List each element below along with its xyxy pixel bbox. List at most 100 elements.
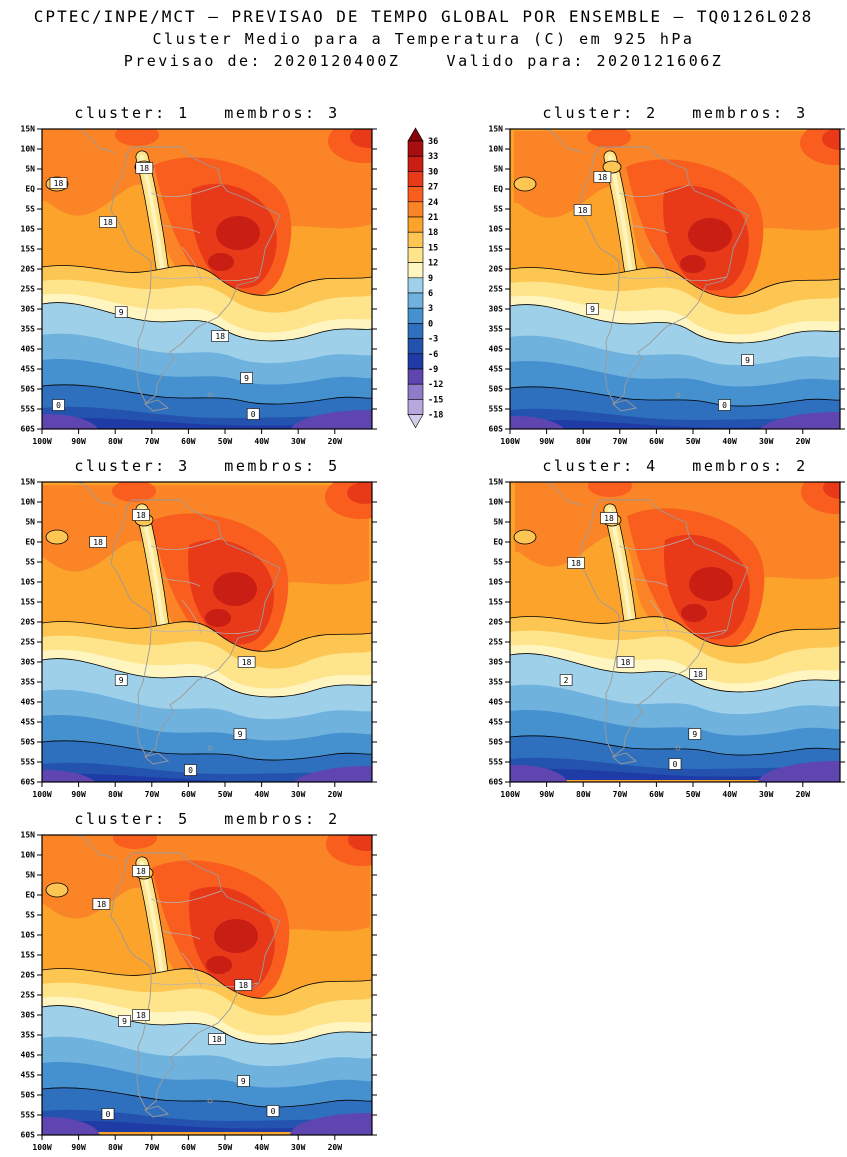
svg-text:45S: 45S (21, 1071, 36, 1080)
svg-text:-12: -12 (428, 380, 443, 390)
svg-text:25S: 25S (21, 638, 36, 647)
svg-text:0: 0 (428, 319, 433, 329)
svg-text:35S: 35S (489, 678, 504, 687)
svg-text:15S: 15S (21, 598, 36, 607)
svg-text:9: 9 (241, 1077, 246, 1086)
panel-row-3: cluster: 5 membros: 2 18 18 18 18 18 9 9 0 0 15N 1… (6, 810, 847, 1153)
svg-text:80W: 80W (576, 437, 591, 446)
svg-text:90W: 90W (71, 1143, 86, 1152)
svg-text:30S: 30S (21, 305, 36, 314)
svg-text:20S: 20S (21, 265, 36, 274)
svg-text:-3: -3 (428, 335, 438, 345)
svg-text:-18: -18 (428, 411, 443, 421)
svg-text:40S: 40S (21, 1051, 36, 1060)
svg-text:0: 0 (722, 401, 727, 410)
svg-text:EQ: EQ (25, 538, 35, 547)
temperature-map-cluster-4: 18 18 18 18 2 9 0 15N 10N 5N EQ 5S 10S 15S 20S 25S 30S 35… (489, 478, 845, 799)
svg-text:55S: 55S (21, 758, 36, 767)
svg-text:50W: 50W (686, 790, 701, 799)
panel-title-cluster-5: cluster: 5 membros: 2 (74, 810, 340, 828)
svg-text:0: 0 (251, 410, 256, 419)
svg-text:5N: 5N (25, 871, 35, 880)
svg-text:EQ: EQ (493, 185, 503, 194)
svg-text:70W: 70W (145, 437, 160, 446)
svg-text:18: 18 (693, 670, 703, 679)
svg-text:60W: 60W (181, 790, 196, 799)
svg-text:20S: 20S (489, 618, 504, 627)
svg-text:0: 0 (271, 1107, 276, 1116)
svg-text:70W: 70W (613, 437, 628, 446)
svg-text:15N: 15N (489, 478, 504, 487)
svg-text:EQ: EQ (25, 185, 35, 194)
panel-title-cluster-1: cluster: 1 membros: 3 (74, 104, 340, 122)
svg-text:0: 0 (56, 401, 61, 410)
svg-text:60W: 60W (649, 790, 664, 799)
svg-text:18: 18 (598, 173, 608, 182)
svg-text:9: 9 (122, 1017, 127, 1026)
panel-title-cluster-2: cluster: 2 membros: 3 (542, 104, 808, 122)
svg-text:5S: 5S (493, 558, 503, 567)
svg-text:15N: 15N (21, 125, 36, 134)
svg-text:10S: 10S (21, 578, 36, 587)
svg-text:20S: 20S (21, 618, 36, 627)
panel-title-cluster-4: cluster: 4 membros: 2 (542, 457, 808, 475)
svg-text:35S: 35S (489, 325, 504, 334)
svg-text:60S: 60S (489, 778, 504, 787)
temperature-map-cluster-3: 18 18 18 9 9 0 15N 10N 5N EQ 5S 10S 15S 20S 25S 30S 35S 4… (21, 478, 377, 799)
svg-text:50W: 50W (218, 1143, 233, 1152)
svg-text:55S: 55S (489, 405, 504, 414)
svg-text:9: 9 (119, 308, 124, 317)
svg-text:15S: 15S (489, 245, 504, 254)
svg-text:6: 6 (428, 289, 433, 299)
colorbar-spacer (378, 457, 474, 467)
svg-text:5S: 5S (493, 205, 503, 214)
svg-text:5N: 5N (493, 165, 503, 174)
svg-text:100W: 100W (32, 437, 51, 446)
header: CPTEC/INPE/MCT — PREVISAO DE TEMPO GLOBA… (0, 0, 847, 70)
temperature-map-cluster-2: 18 18 9 9 0 15N 10N 5N EQ 5S 10S 15S 20S 25S 30S 35S 40S… (489, 125, 845, 446)
svg-text:18: 18 (238, 981, 248, 990)
svg-text:20W: 20W (328, 1143, 343, 1152)
svg-text:60S: 60S (489, 425, 504, 434)
svg-text:70W: 70W (145, 790, 160, 799)
svg-text:55S: 55S (21, 405, 36, 414)
svg-text:18: 18 (428, 228, 438, 238)
svg-text:0: 0 (106, 1110, 111, 1119)
svg-text:50S: 50S (489, 385, 504, 394)
svg-text:12: 12 (428, 259, 438, 269)
svg-text:18: 18 (54, 179, 64, 188)
svg-text:18: 18 (139, 164, 149, 173)
svg-text:40W: 40W (722, 437, 737, 446)
svg-text:24: 24 (428, 198, 438, 208)
panel-title-cluster-3: cluster: 3 membros: 5 (74, 457, 340, 475)
svg-text:0: 0 (188, 766, 193, 775)
svg-text:80W: 80W (108, 790, 123, 799)
svg-text:5N: 5N (493, 518, 503, 527)
svg-text:5S: 5S (25, 911, 35, 920)
svg-text:70W: 70W (613, 790, 628, 799)
svg-text:5N: 5N (25, 518, 35, 527)
svg-text:55S: 55S (21, 1111, 36, 1120)
svg-text:EQ: EQ (493, 538, 503, 547)
svg-text:9: 9 (244, 374, 249, 383)
svg-text:40W: 40W (722, 790, 737, 799)
svg-text:35S: 35S (21, 325, 36, 334)
svg-text:30S: 30S (21, 1011, 36, 1020)
forecast-validity-line: Previsao de: 2020120400Z Valido para: 20… (123, 52, 724, 70)
svg-text:20S: 20S (489, 265, 504, 274)
svg-text:10N: 10N (21, 145, 36, 154)
svg-text:50S: 50S (21, 1091, 36, 1100)
svg-text:30S: 30S (489, 305, 504, 314)
svg-text:18: 18 (136, 867, 146, 876)
svg-text:10N: 10N (489, 498, 504, 507)
svg-text:60S: 60S (21, 425, 36, 434)
svg-text:40W: 40W (254, 437, 269, 446)
svg-text:10S: 10S (489, 578, 504, 587)
svg-text:100W: 100W (500, 790, 519, 799)
svg-text:90W: 90W (71, 790, 86, 799)
svg-text:3: 3 (428, 304, 433, 314)
svg-text:18: 18 (242, 658, 252, 667)
svg-text:80W: 80W (108, 1143, 123, 1152)
cluster-panel-2: cluster: 2 membros: 3 18 18 9 9 0 15N 10N 5N EQ 5… (474, 104, 846, 447)
